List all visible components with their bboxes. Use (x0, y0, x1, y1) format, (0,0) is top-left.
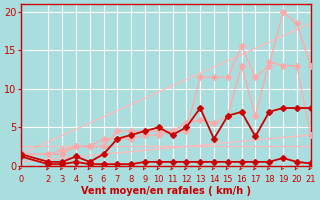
X-axis label: Vent moyen/en rafales ( km/h ): Vent moyen/en rafales ( km/h ) (81, 186, 251, 196)
